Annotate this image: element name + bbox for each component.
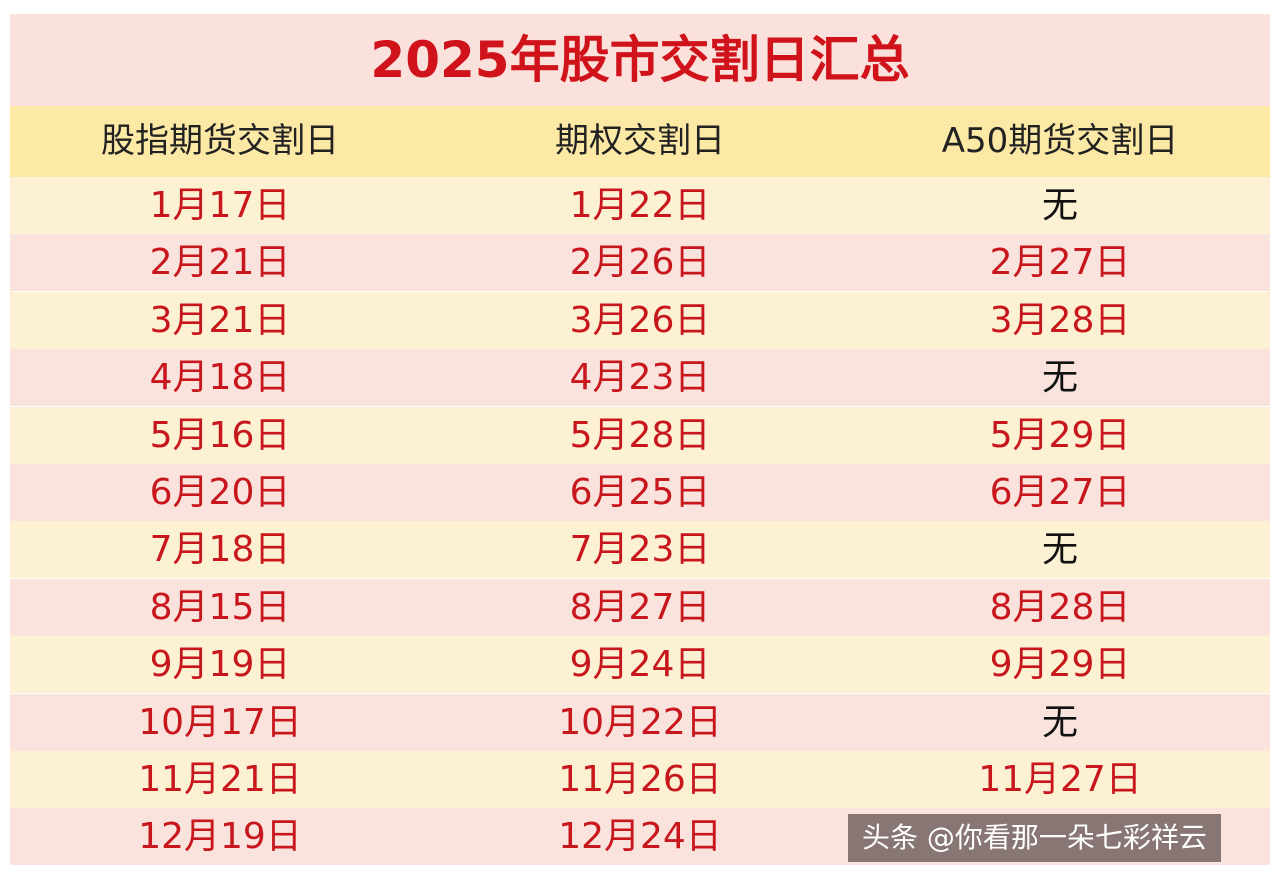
table-cell: 11月21日 — [138, 759, 302, 800]
table-row: 5月16日 5月28日 5月29日 — [10, 406, 1270, 464]
watermark: 头条 @你看那一朵七彩祥云 — [848, 814, 1221, 862]
table-cell: 8月28日 — [989, 586, 1131, 628]
table-cell: 无 — [1041, 357, 1078, 399]
table-cell: 3月26日 — [569, 299, 711, 341]
table-cell: 5月16日 — [149, 414, 291, 456]
table-cell: 8月15日 — [149, 586, 291, 628]
table-cell: 5月28日 — [569, 414, 711, 456]
table-cell: 7月23日 — [569, 529, 711, 571]
table-cell: 3月21日 — [149, 299, 291, 341]
table-cell: 2月26日 — [569, 242, 711, 284]
table-cell: 2月27日 — [989, 242, 1131, 284]
table-cell: 无 — [1041, 185, 1078, 226]
table-cell: 10月17日 — [138, 701, 302, 743]
table-cell: 无 — [1041, 529, 1078, 571]
table-cell: 无 — [1041, 701, 1078, 743]
table-cell: 11月26日 — [558, 759, 722, 800]
table-row: 4月18日 4月23日 无 — [10, 349, 1270, 407]
column-header: 期权交割日 — [555, 121, 725, 161]
table-cell: 4月23日 — [569, 357, 711, 399]
table-row: 2月21日 2月26日 2月27日 — [10, 234, 1270, 292]
table-cell: 7月18日 — [149, 529, 291, 571]
table-cell: 12月19日 — [138, 816, 302, 858]
table-row: 7月18日 7月23日 无 — [10, 521, 1270, 579]
table-row: 6月20日 6月25日 6月27日 — [10, 464, 1270, 521]
table-cell: 9月29日 — [989, 644, 1131, 686]
table-cell: 3月28日 — [989, 299, 1131, 341]
table-cell: 10月22日 — [558, 701, 722, 743]
table-cell: 4月18日 — [149, 357, 291, 399]
table-cell: 12月24日 — [558, 816, 722, 858]
table-cell: 6月25日 — [569, 472, 711, 513]
table-cell: 1月22日 — [569, 185, 711, 226]
table-row: 9月19日 9月24日 9月29日 — [10, 636, 1270, 694]
table-cell: 9月19日 — [149, 644, 291, 686]
table-row: 10月17日 10月22日 无 — [10, 693, 1270, 751]
column-header: 股指期货交割日 — [101, 121, 339, 161]
table-cell: 5月29日 — [989, 414, 1131, 456]
table-header: 股指期货交割日 期权交割日 A50期货交割日 — [10, 106, 1270, 177]
title: 2025年股市交割日汇总 — [10, 14, 1270, 106]
table-cell: 6月27日 — [989, 472, 1131, 513]
table-cell: 2月21日 — [149, 242, 291, 284]
table-cell: 9月24日 — [569, 644, 711, 686]
table-cell: 6月20日 — [149, 472, 291, 513]
table-row: 1月17日 1月22日 无 — [10, 177, 1270, 234]
table-row: 8月15日 8月27日 8月28日 — [10, 578, 1270, 636]
table-cell: 8月27日 — [569, 586, 711, 628]
table-cell: 11月27日 — [978, 759, 1142, 800]
column-header: A50期货交割日 — [941, 121, 1179, 161]
table-row: 3月21日 3月26日 3月28日 — [10, 291, 1270, 349]
table-cell: 1月17日 — [149, 185, 291, 226]
table-row: 11月21日 11月26日 11月27日 — [10, 751, 1270, 808]
